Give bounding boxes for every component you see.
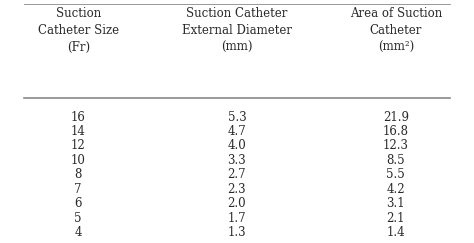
Text: 4.2: 4.2: [386, 183, 405, 196]
Text: 1.3: 1.3: [228, 226, 246, 239]
Text: 8.5: 8.5: [386, 154, 405, 167]
Text: Suction
Catheter Size
(Fr): Suction Catheter Size (Fr): [37, 7, 119, 54]
Text: 5: 5: [74, 212, 82, 225]
Text: 12.3: 12.3: [383, 139, 409, 152]
Text: 4.0: 4.0: [228, 139, 246, 152]
Text: 16: 16: [71, 111, 86, 123]
Text: 5.3: 5.3: [228, 111, 246, 123]
Text: 5.5: 5.5: [386, 168, 405, 181]
Text: 2.0: 2.0: [228, 197, 246, 210]
Text: 16.8: 16.8: [383, 125, 409, 138]
Text: 3.3: 3.3: [228, 154, 246, 167]
Text: 2.3: 2.3: [228, 183, 246, 196]
Text: 1.4: 1.4: [386, 226, 405, 239]
Text: 6: 6: [74, 197, 82, 210]
Text: 2.1: 2.1: [386, 212, 405, 225]
Text: 4: 4: [74, 226, 82, 239]
Text: 14: 14: [71, 125, 86, 138]
Text: 3.1: 3.1: [386, 197, 405, 210]
Text: 2.7: 2.7: [228, 168, 246, 181]
Text: Area of Suction
Catheter
(mm²): Area of Suction Catheter (mm²): [350, 7, 442, 54]
Text: 7: 7: [74, 183, 82, 196]
Text: 1.7: 1.7: [228, 212, 246, 225]
Text: Suction Catheter
External Diameter
(mm): Suction Catheter External Diameter (mm): [182, 7, 292, 54]
Text: 8: 8: [74, 168, 82, 181]
Text: 12: 12: [71, 139, 86, 152]
Text: 21.9: 21.9: [383, 111, 409, 123]
Text: 10: 10: [71, 154, 86, 167]
Text: 4.7: 4.7: [228, 125, 246, 138]
